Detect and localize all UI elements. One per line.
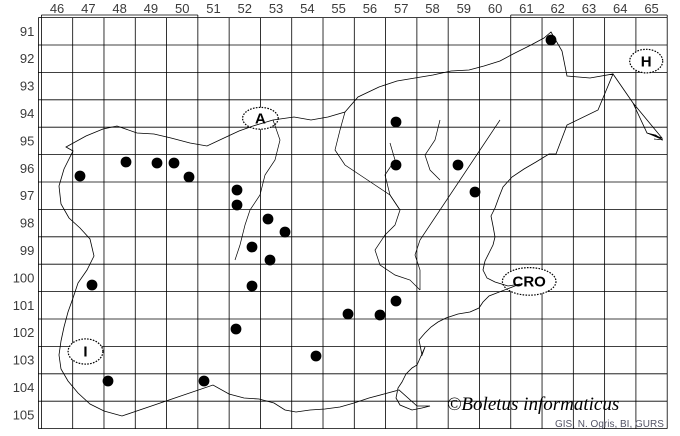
svg-text:105: 105 <box>13 407 35 422</box>
svg-text:97: 97 <box>20 188 34 203</box>
svg-text:CRO: CRO <box>513 274 547 291</box>
svg-text:99: 99 <box>20 243 34 258</box>
svg-text:63: 63 <box>582 1 596 16</box>
svg-text:93: 93 <box>20 79 34 94</box>
svg-text:51: 51 <box>206 1 220 16</box>
svg-text:92: 92 <box>20 51 34 66</box>
svg-text:60: 60 <box>488 1 502 16</box>
svg-text:53: 53 <box>269 1 283 16</box>
svg-text:96: 96 <box>20 161 34 176</box>
svg-text:H: H <box>641 53 652 70</box>
svg-text:103: 103 <box>13 353 35 368</box>
svg-text:57: 57 <box>394 1 408 16</box>
svg-text:55: 55 <box>331 1 345 16</box>
svg-text:54: 54 <box>300 1 314 16</box>
svg-text:100: 100 <box>13 270 35 285</box>
svg-text:101: 101 <box>13 298 35 313</box>
svg-text:98: 98 <box>20 216 34 231</box>
svg-text:64: 64 <box>613 1 627 16</box>
svg-text:94: 94 <box>20 106 34 121</box>
svg-text:56: 56 <box>363 1 377 16</box>
svg-text:61: 61 <box>519 1 533 16</box>
svg-text:49: 49 <box>144 1 158 16</box>
svg-text:91: 91 <box>20 24 34 39</box>
svg-text:46: 46 <box>50 1 64 16</box>
svg-text:59: 59 <box>457 1 471 16</box>
svg-text:104: 104 <box>13 380 35 395</box>
svg-text:47: 47 <box>81 1 95 16</box>
svg-text:95: 95 <box>20 133 34 148</box>
svg-text:58: 58 <box>425 1 439 16</box>
svg-text:102: 102 <box>13 325 35 340</box>
svg-text:50: 50 <box>175 1 189 16</box>
svg-text:©Boletus informaticus: ©Boletus informaticus <box>447 394 619 415</box>
svg-text:48: 48 <box>112 1 126 16</box>
svg-text:I: I <box>83 344 87 361</box>
svg-text:GIS, N. Ogris, BI, GURS: GIS, N. Ogris, BI, GURS <box>555 419 664 430</box>
svg-text:65: 65 <box>644 1 658 16</box>
svg-text:62: 62 <box>550 1 564 16</box>
svg-text:52: 52 <box>238 1 252 16</box>
